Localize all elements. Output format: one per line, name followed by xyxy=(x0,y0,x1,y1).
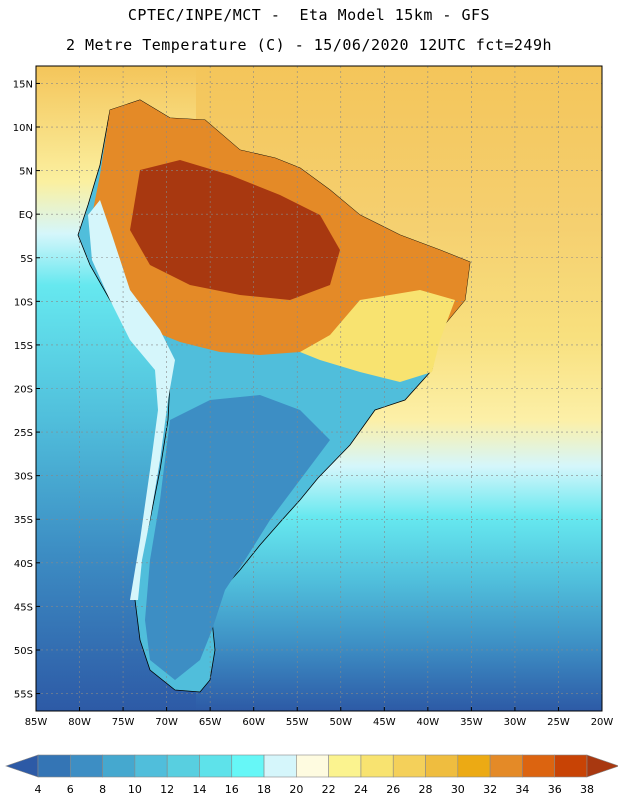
lat-tick-label: 20S xyxy=(14,385,33,396)
legend-label: 24 xyxy=(354,783,368,796)
legend-arrow-low xyxy=(5,754,39,778)
legend-swatch xyxy=(554,754,588,778)
lat-tick-label: 55S xyxy=(14,690,33,701)
lat-tick-label: 50S xyxy=(14,646,33,657)
legend-swatch xyxy=(199,754,233,778)
warm-band-region xyxy=(300,290,455,382)
legend-label: 34 xyxy=(515,783,529,796)
lat-tick-label: 10N xyxy=(13,123,33,134)
legend-swatch xyxy=(425,754,459,778)
legend-label: 38 xyxy=(580,783,594,796)
lon-tick-label: 70W xyxy=(155,717,178,728)
lon-tick-label: 85W xyxy=(25,717,48,728)
lon-tick-label: 75W xyxy=(112,717,135,728)
legend-swatch xyxy=(360,754,394,778)
legend-label: 22 xyxy=(322,783,336,796)
temperature-map: 15N 10N 5N EQ 5S 10S 15S 20S 25S 30S 35S 40S 45S 50S 5… xyxy=(13,65,614,728)
legend-swatch xyxy=(166,754,200,778)
legend-label: 8 xyxy=(99,783,106,796)
lat-tick-label: 15S xyxy=(14,341,33,352)
legend-swatch xyxy=(328,754,362,778)
lon-tick-label: 45W xyxy=(373,717,396,728)
legend-label: 20 xyxy=(289,783,303,796)
lat-tick-label: 30S xyxy=(14,472,33,483)
legend-swatches xyxy=(5,754,618,778)
legend-label: 12 xyxy=(160,783,174,796)
lat-tick-label: 40S xyxy=(14,559,33,570)
southern-cone-cool-region xyxy=(145,395,330,680)
legend-swatch xyxy=(231,754,265,778)
lat-tick-label: 35S xyxy=(14,515,33,526)
lon-tick-label: 40W xyxy=(417,717,440,728)
legend-swatch xyxy=(263,754,297,778)
lon-tick-label: 65W xyxy=(199,717,222,728)
lat-tick-label: EQ xyxy=(19,210,33,221)
map-gridlines xyxy=(36,66,602,711)
legend-swatch xyxy=(522,754,556,778)
legend-arrow-high xyxy=(586,754,618,778)
lon-tick-label: 35W xyxy=(460,717,483,728)
chart-subtitle: 2 Metre Temperature (C) - 15/06/2020 12U… xyxy=(65,36,553,54)
lat-tick-label: 10S xyxy=(14,297,33,308)
lon-tick-label: 20W xyxy=(591,717,614,728)
legend-label: 16 xyxy=(225,783,239,796)
hot-core-region xyxy=(130,160,340,300)
latitude-axis: 15N 10N 5N EQ 5S 10S 15S 20S 25S 30S 35S 40S 45S 50S 5… xyxy=(13,79,40,701)
legend-label: 6 xyxy=(67,783,74,796)
legend-labels: 4 6 8 10 12 14 16 18 20 22 24 26 28 30 32 34 36 38 xyxy=(35,783,595,796)
legend-swatch xyxy=(37,754,71,778)
lat-tick-label: 5S xyxy=(20,254,33,265)
legend-label: 28 xyxy=(419,783,433,796)
lon-tick-label: 80W xyxy=(68,717,91,728)
legend-label: 32 xyxy=(483,783,497,796)
legend-swatch xyxy=(102,754,136,778)
legend-label: 14 xyxy=(192,783,206,796)
lat-tick-label: 15N xyxy=(13,79,33,90)
legend-label: 26 xyxy=(386,783,400,796)
legend-swatch xyxy=(489,754,523,778)
lat-tick-label: 45S xyxy=(14,602,33,613)
legend-label: 36 xyxy=(548,783,562,796)
longitude-axis: 85W 80W 75W 70W 65W 60W 55W 50W 45W 40W 35W 30W 25W 2… xyxy=(25,707,614,728)
legend-swatch xyxy=(134,754,168,778)
highlands-cool-region xyxy=(88,200,175,600)
legend-label: 4 xyxy=(35,783,42,796)
legend-label: 18 xyxy=(257,783,271,796)
lon-tick-label: 50W xyxy=(329,717,352,728)
legend-swatch xyxy=(457,754,491,778)
lon-tick-label: 60W xyxy=(242,717,265,728)
chart-title: CPTEC/INPE/MCT - Eta Model 15km - GFS xyxy=(127,6,491,24)
legend-swatch xyxy=(392,754,426,778)
lon-tick-label: 25W xyxy=(547,717,570,728)
legend-label: 10 xyxy=(128,783,142,796)
legend-swatch xyxy=(69,754,103,778)
lon-tick-label: 55W xyxy=(286,717,309,728)
lat-tick-label: 5N xyxy=(19,167,33,178)
legend-swatch xyxy=(296,754,329,778)
lon-tick-label: 30W xyxy=(504,717,527,728)
legend-label: 30 xyxy=(451,783,465,796)
lat-tick-label: 25S xyxy=(14,428,33,439)
